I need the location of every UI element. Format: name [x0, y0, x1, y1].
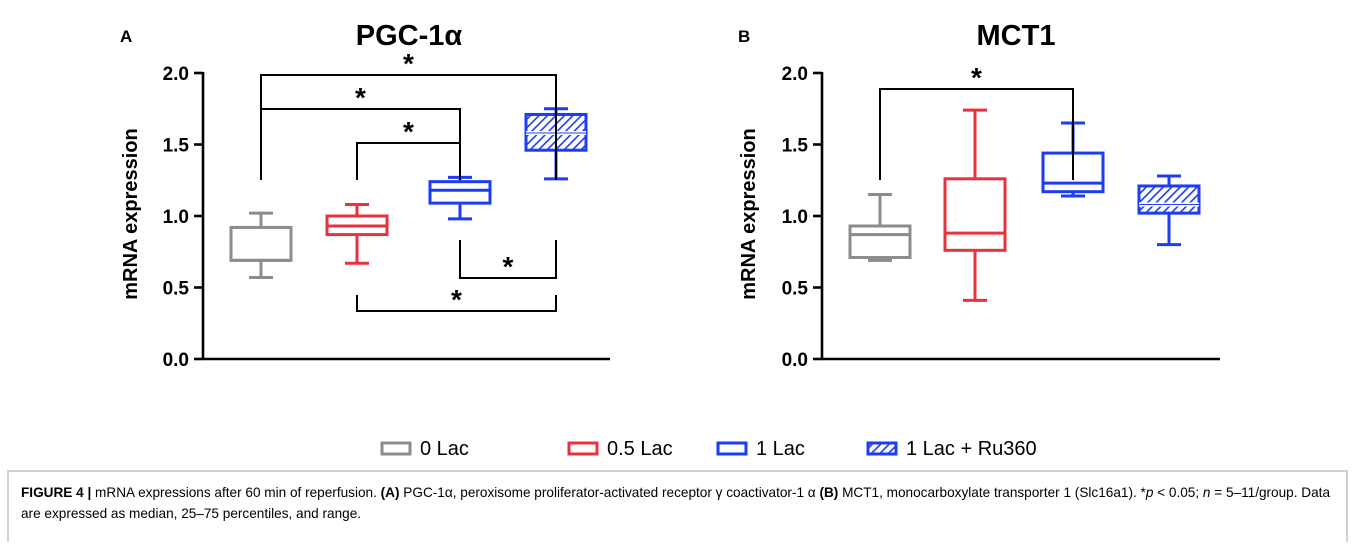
bracket-line	[459, 240, 557, 279]
caption-text-4: < 0.05;	[1153, 485, 1203, 500]
y-tick-label: 2.0	[782, 64, 808, 85]
box-1-lac-ru360	[1137, 174, 1201, 247]
legend-item-0-5-lac: 0.5 Lac	[567, 438, 673, 460]
legend-label: 1 Lac	[756, 438, 805, 460]
significance-bracket: *	[356, 116, 461, 180]
caption-text-5: = 5–11/group. Data are expressed as medi…	[21, 485, 1331, 521]
box-0-5-lac	[325, 203, 389, 265]
caption-text-3: MCT1, monocarboxylate transporter 1 (Slc…	[838, 485, 1146, 500]
box-0-5-lac	[943, 108, 1007, 302]
y-tick-label: 1.5	[782, 136, 809, 157]
legend-item-1-lac-ru360: 1 Lac + Ru360	[866, 438, 1037, 460]
legend-label: 0 Lac	[420, 438, 469, 460]
caption-a-label: (A)	[380, 485, 400, 500]
bracket-line	[356, 142, 461, 180]
significance-star: *	[971, 62, 982, 93]
y-tick-label: 0.0	[782, 350, 808, 371]
caption-text-1: mRNA expressions after 60 min of reperfu…	[91, 485, 381, 500]
legend-item-1-lac: 1 Lac	[716, 438, 805, 460]
panel-b-title: MCT1	[977, 20, 1056, 52]
bracket-line	[879, 88, 1074, 180]
y-tick-label: 0.5	[163, 279, 190, 300]
box-0-lac	[848, 193, 912, 262]
box-iqr	[428, 180, 492, 205]
bracket-line	[260, 108, 461, 180]
caption-p-symbol: p	[1145, 485, 1154, 500]
panel-a-title: PGC-1α	[356, 20, 463, 52]
significance-bracket: *	[356, 284, 557, 315]
legend-swatch	[866, 441, 898, 456]
significance-star: *	[503, 251, 514, 282]
panel-b-plot: 0.0 0.5 1.0 1.5 2.0 *	[782, 62, 1220, 371]
caption-b-label: (B)	[819, 485, 839, 500]
box-0-lac	[229, 211, 293, 279]
y-tick-label: 1.5	[163, 136, 190, 157]
panel-b-label: B	[738, 27, 750, 46]
y-tick-label: 0.5	[782, 279, 809, 300]
legend-item-0-lac: 0 Lac	[380, 438, 469, 460]
figure-caption: FIGURE 4 | mRNA expressions after 60 min…	[7, 470, 1348, 542]
legend-swatch	[567, 441, 599, 456]
significance-bracket: *	[260, 82, 461, 180]
legend: 0 Lac 0.5 Lac 1 Lac 1 Lac + Ru360	[380, 438, 1037, 460]
y-tick-label: 0.0	[163, 350, 189, 371]
significance-star: *	[355, 82, 366, 113]
significance-bracket: *	[260, 48, 557, 180]
box-iqr	[943, 177, 1007, 252]
legend-label: 0.5 Lac	[607, 438, 673, 460]
y-tick-label: 2.0	[163, 64, 189, 85]
significance-bracket: *	[879, 62, 1074, 180]
panel-a-plot: 0.0 0.5 1.0 1.5 2.0 * * * * *	[163, 48, 610, 371]
significance-star: *	[403, 116, 414, 147]
y-tick-label: 1.0	[782, 207, 808, 228]
legend-swatch	[716, 441, 748, 456]
panel-b-y-axis-label: mRNA expression	[738, 128, 760, 300]
significance-bracket: *	[459, 240, 557, 282]
panel-a-y-axis-label: mRNA expression	[120, 128, 142, 300]
caption-n-symbol: n	[1202, 485, 1211, 500]
box-iqr	[1137, 184, 1201, 215]
box-iqr	[848, 224, 912, 259]
significance-star: *	[403, 48, 414, 79]
box-iqr	[229, 225, 293, 262]
bracket-line	[356, 295, 557, 312]
legend-swatch	[380, 441, 412, 456]
panel-a-label: A	[120, 27, 132, 46]
box-1-lac	[428, 175, 492, 221]
caption-figure-label: FIGURE 4 |	[21, 485, 92, 500]
legend-label: 1 Lac + Ru360	[906, 438, 1037, 460]
caption-text-2: PGC-1α, peroxisome proliferator-activate…	[399, 485, 820, 500]
significance-star: *	[451, 284, 462, 315]
y-tick-label: 1.0	[163, 207, 189, 228]
